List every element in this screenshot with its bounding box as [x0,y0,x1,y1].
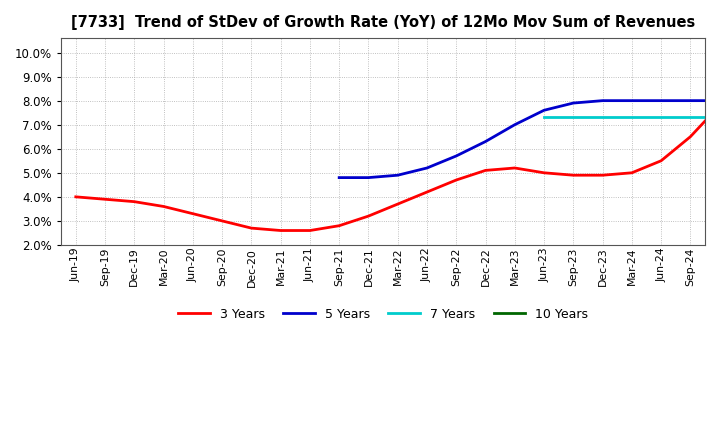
Title: [7733]  Trend of StDev of Growth Rate (YoY) of 12Mo Mov Sum of Revenues: [7733] Trend of StDev of Growth Rate (Yo… [71,15,696,30]
Legend: 3 Years, 5 Years, 7 Years, 10 Years: 3 Years, 5 Years, 7 Years, 10 Years [174,303,593,326]
